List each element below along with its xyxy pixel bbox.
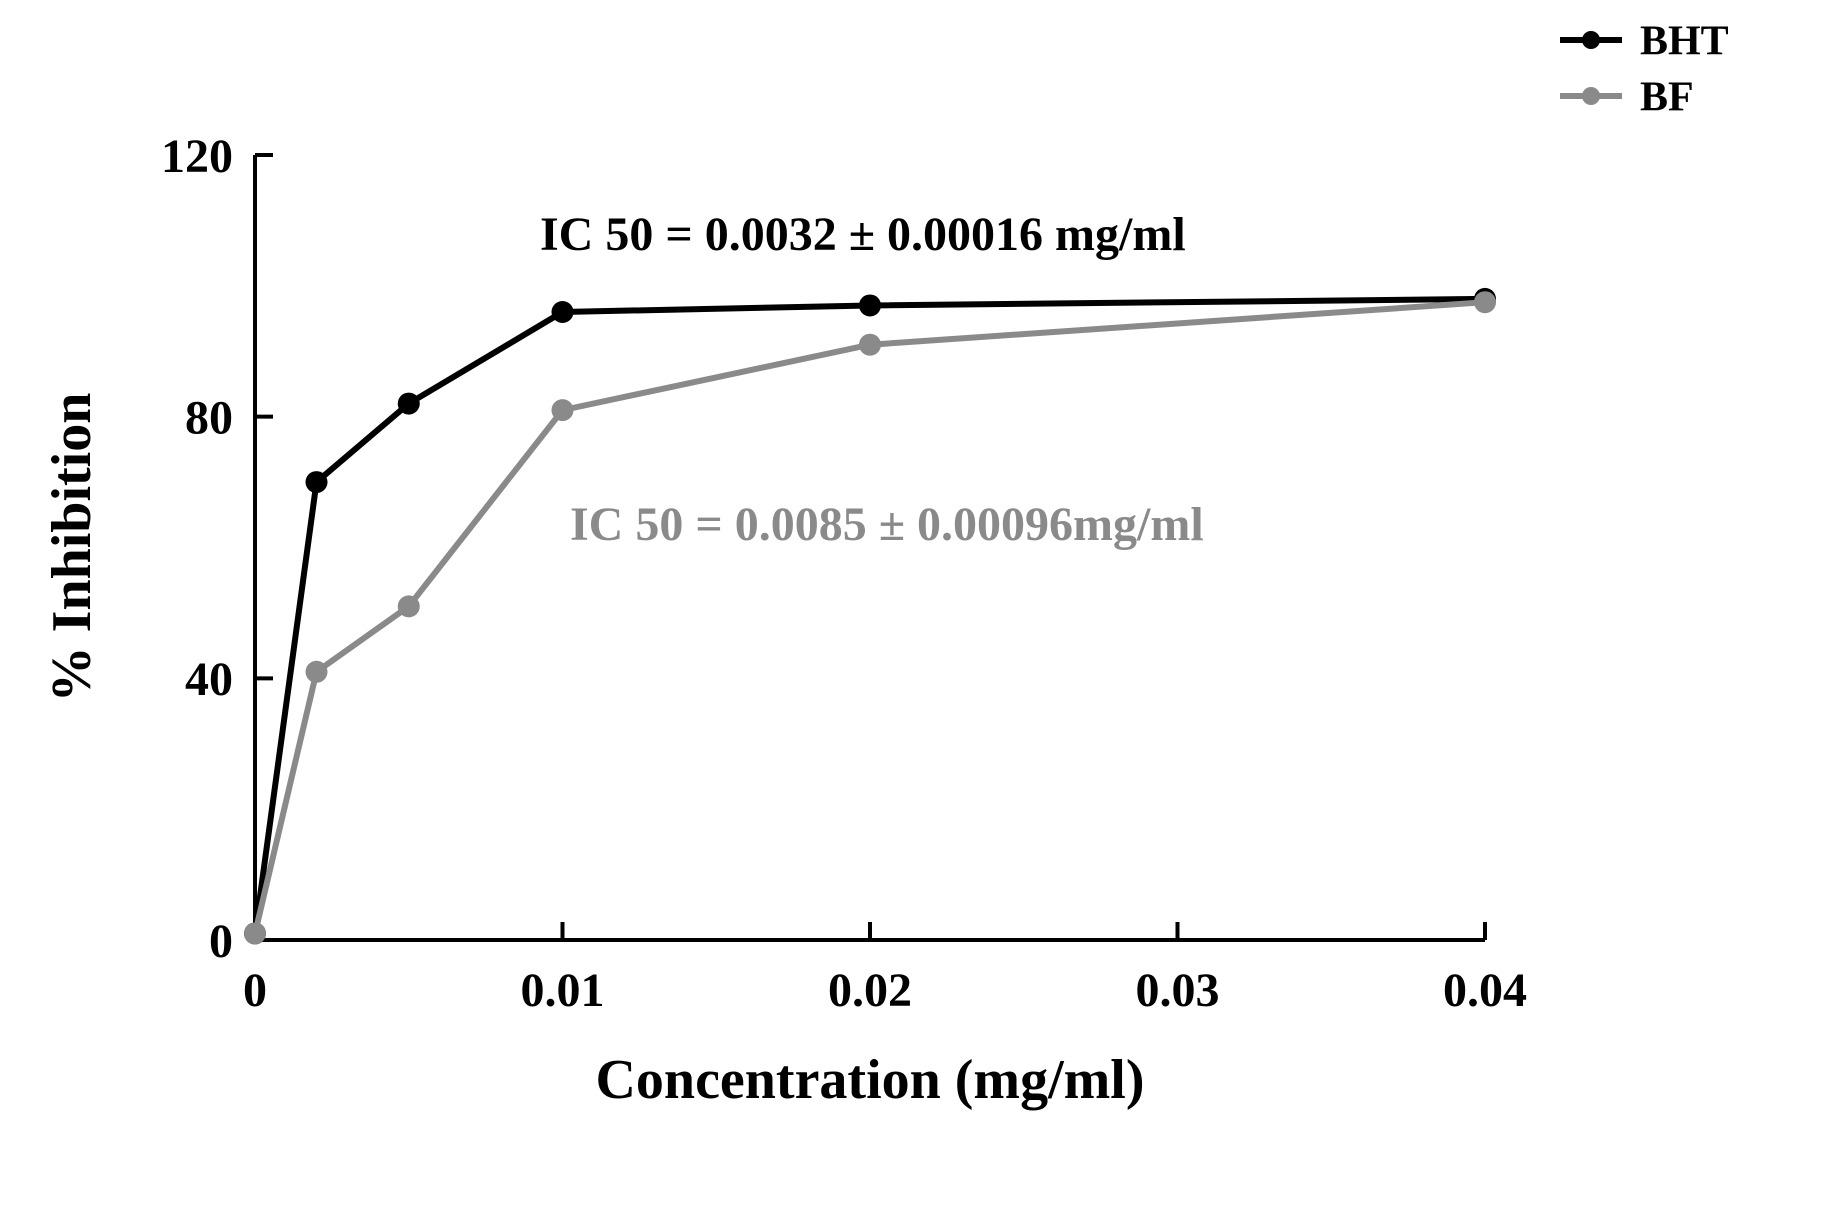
legend-label-bf: BF: [1640, 75, 1694, 121]
y-axis-title: % Inhibition: [41, 393, 103, 703]
y-tick-label: 80: [185, 391, 233, 444]
series-marker-bf: [552, 399, 574, 421]
series-marker-bf: [1474, 291, 1496, 313]
series-marker-bf: [398, 595, 420, 617]
series-marker-bf: [306, 661, 328, 683]
legend-marker-bf: [1582, 87, 1600, 105]
series-marker-bf: [859, 334, 881, 356]
ic50-annotation: IC 50 = 0.0085 ± 0.00096mg/ml: [570, 498, 1204, 551]
inhibition-chart: 0 40 80 120 0 0.01 0.02 0.03 0.04 % Inhibition Con…: [0, 0, 1829, 1222]
series-marker-bf: [244, 922, 266, 944]
y-tick-label: 0: [209, 915, 233, 968]
x-tick-label: 0.02: [828, 964, 912, 1017]
y-tick-label: 40: [185, 653, 233, 706]
y-tick-label: 120: [161, 130, 233, 183]
x-axis-title: Concentration (mg/ml): [595, 1049, 1144, 1111]
x-tick-label: 0: [243, 964, 267, 1017]
x-tick-label: 0.01: [521, 964, 605, 1017]
x-tick-label: 0.04: [1443, 964, 1527, 1017]
legend-label-bht: BHT: [1640, 19, 1729, 65]
series-marker-bht: [306, 471, 328, 493]
chart-container: 0 40 80 120 0 0.01 0.02 0.03 0.04 % Inhibition Con…: [0, 0, 1829, 1222]
legend-marker-bht: [1582, 31, 1600, 49]
ic50-annotation: IC 50 = 0.0032 ± 0.00016 mg/ml: [540, 208, 1186, 261]
series-marker-bht: [859, 294, 881, 316]
series-marker-bht: [552, 301, 574, 323]
chart-background: [0, 0, 1829, 1222]
x-tick-label: 0.03: [1136, 964, 1220, 1017]
series-marker-bht: [398, 393, 420, 415]
